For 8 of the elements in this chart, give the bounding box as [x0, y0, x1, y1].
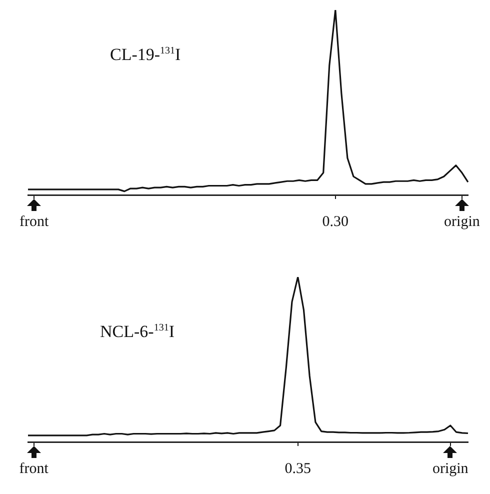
x-tick-label: front: [19, 214, 50, 230]
x-tick-label: front: [19, 460, 50, 477]
x-tick-label: origin: [444, 214, 480, 230]
x-tick-label: origin: [432, 460, 469, 477]
text: NCL-6-$^{131}$I: [100, 322, 174, 342]
x-tick-label: 0.30: [322, 214, 349, 230]
x-tick-label: 0.35: [284, 460, 311, 477]
text: CL-19-$^{131}$I: [110, 45, 181, 65]
